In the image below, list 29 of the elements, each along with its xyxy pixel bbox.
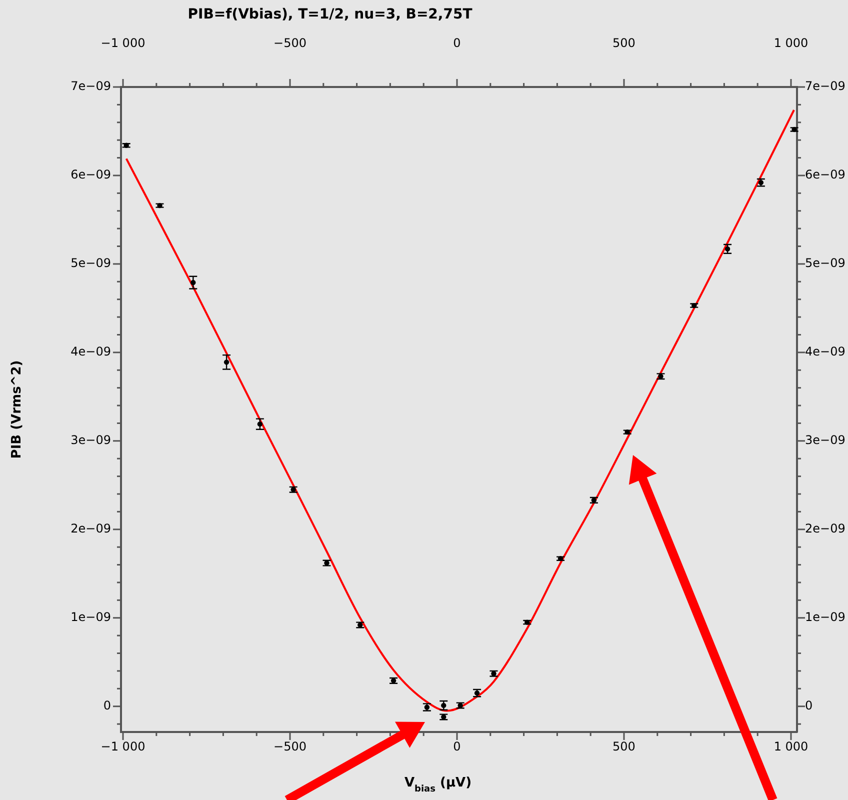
y-axis-title: PIB (Vrms^2) [9, 360, 24, 459]
x-tick-label: 500 [612, 36, 636, 50]
x-tick-label: 1 000 [774, 36, 808, 50]
line-series [125, 109, 795, 712]
x2-tick-label: −500 [274, 739, 306, 754]
x2-tick-label: −1 000 [100, 739, 146, 754]
y2-tick-label: 2e−09 [805, 522, 846, 536]
y2-tick-label: 7e−09 [805, 79, 846, 94]
y-tick-label: 4e−09 [70, 344, 111, 359]
x2-tick-label: 1 000 [774, 739, 808, 754]
y-tick-label: 6e−09 [70, 168, 111, 182]
y-tick-label: 7e−09 [70, 79, 111, 94]
x2-tick-label: 500 [612, 739, 636, 754]
y2-tick-label: 6e−09 [805, 168, 846, 182]
y-tick-label: 5e−09 [70, 256, 111, 270]
y-tick-label: 3e−09 [70, 433, 111, 448]
x-tick-label: −500 [274, 36, 306, 50]
x-tick-label: 0 [453, 36, 461, 50]
y-tick-label: 2e−09 [70, 522, 111, 536]
y2-tick-label: 4e−09 [805, 344, 846, 359]
y2-tick-label: 1e−09 [805, 610, 846, 624]
y2-tick-label: 0 [805, 698, 813, 712]
x2-tick-label: 0 [453, 739, 461, 754]
y-tick-label: 0 [103, 698, 111, 712]
y-tick-label: 1e−09 [70, 610, 111, 624]
chart-title: PIB=f(Vbias), T=1/2, nu=3, B=2,75T [188, 6, 473, 23]
y2-tick-label: 3e−09 [805, 433, 846, 448]
y2-tick-label: 5e−09 [805, 256, 846, 270]
x-tick-label: −1 000 [100, 36, 146, 50]
